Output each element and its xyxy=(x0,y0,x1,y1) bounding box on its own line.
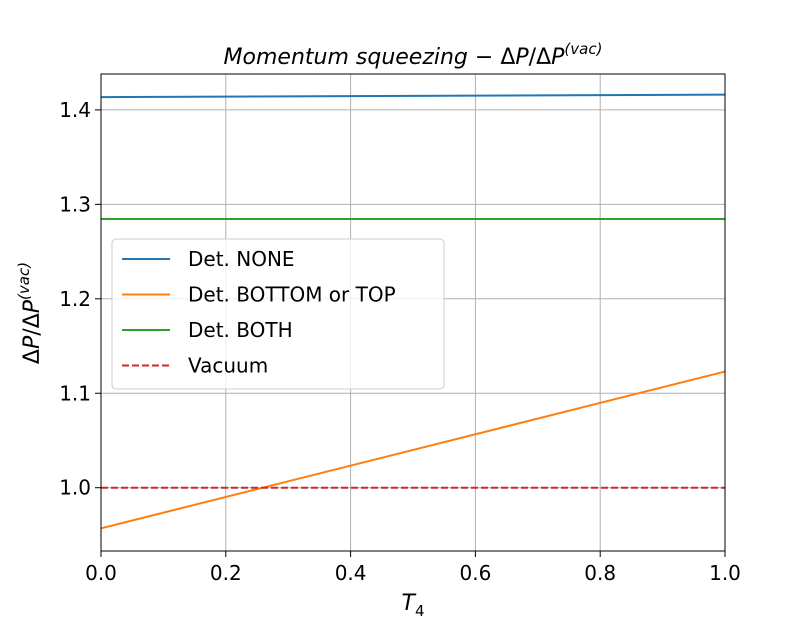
x-tick-label: 1.0 xyxy=(709,561,741,585)
ticks: 0.0 0.2 0.4 0.6 0.8 1.0 1.0 1.1 1.2 1.3 1.4 xyxy=(59,98,741,585)
x-tick-label: 0.8 xyxy=(584,561,616,585)
series-line-0 xyxy=(100,93,726,99)
chart-title: Momentum squeezing − ΔP/ΔP(vac) xyxy=(224,40,603,70)
y-tick-label: 1.4 xyxy=(59,98,91,122)
ylabel-p: P xyxy=(20,335,45,349)
x-tick-label: 0.6 xyxy=(459,561,491,585)
ylabel-slash: /Δ xyxy=(20,313,45,335)
ylabel-p2: P xyxy=(20,299,45,313)
x-tick-label: 0.0 xyxy=(85,561,117,585)
series-line-1 xyxy=(100,370,726,530)
legend: Det. NONE Det. BOTTOM or TOP Det. BOTH Vacu… xyxy=(111,238,445,390)
legend-label-0: Det. NONE xyxy=(188,247,295,271)
title-delta: Δ xyxy=(500,45,515,70)
ylabel-delta: Δ xyxy=(20,349,45,364)
y-tick-label: 1.0 xyxy=(59,476,91,500)
xlabel-base: T xyxy=(402,591,417,616)
y-axis-label: ΔP/ΔP(vac) xyxy=(15,262,45,364)
y-tick-label: 1.1 xyxy=(59,381,91,405)
legend-label-3: Vacuum xyxy=(188,354,268,378)
title-slash: /Δ xyxy=(529,45,551,70)
title-p: P xyxy=(515,45,529,70)
x-tick-label: 0.4 xyxy=(335,561,367,585)
legend-label-1: Det. BOTTOM or TOP xyxy=(188,283,396,307)
plot-frame xyxy=(100,73,726,552)
title-sep: − xyxy=(468,45,500,70)
ylabel-sup: (vac) xyxy=(15,262,33,300)
y-tick-label: 1.3 xyxy=(59,192,91,216)
series-lines xyxy=(100,93,726,530)
xlabel-sub: 4 xyxy=(415,602,425,620)
title-main: Momentum squeezing xyxy=(224,45,468,70)
y-tick-label: 1.2 xyxy=(59,287,91,311)
legend-box xyxy=(111,238,445,390)
title-sup: (vac) xyxy=(564,40,602,58)
x-axis-label: T4 xyxy=(402,591,425,620)
x-tick-label: 0.2 xyxy=(210,561,242,585)
title-p2: P xyxy=(551,45,565,70)
legend-label-2: Det. BOTH xyxy=(188,318,293,342)
